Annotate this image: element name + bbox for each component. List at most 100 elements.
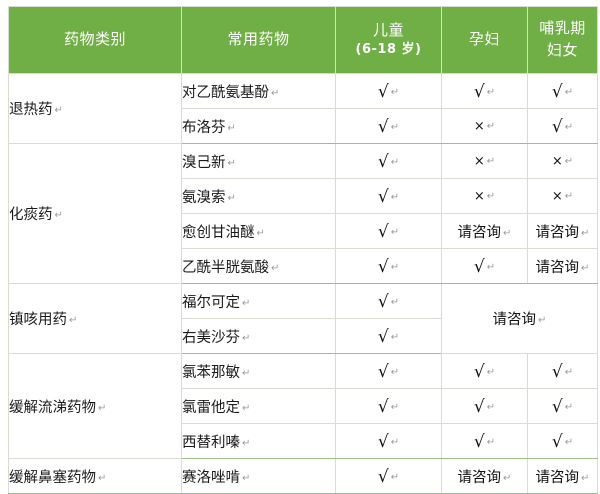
table-row: 愈创甘油醚 ↵ √ ↵ 请咨询 ↵ 请咨询 ↵ <box>9 213 598 249</box>
category-label: 化痰药 <box>9 207 53 223</box>
category-cell: 镇咳用药 ↵ <box>8 283 182 354</box>
pregnant-suitability-mark-paragraph-mark: ↵ <box>486 86 496 98</box>
category-label: 退热药 <box>9 102 53 118</box>
lactating-suitability-mark: √ <box>551 396 563 417</box>
child-suitability-mark: √ <box>377 326 389 347</box>
table-row: 布洛芬 ↵ √ ↵ × ↵ √ ↵ <box>9 108 598 144</box>
pregnant-suitability-cell: √ ↵ <box>441 353 528 389</box>
drug-name-label-paragraph-mark: ↵ <box>271 87 280 99</box>
pregnant-lactating-merged-cell: 请咨询 ↵ <box>441 283 598 354</box>
child-suitability-mark-paragraph-mark: ↵ <box>390 366 400 378</box>
drug-name-label-paragraph-mark: ↵ <box>242 367 251 379</box>
pregnant-lactating-merged-mark: 请咨询 <box>492 312 537 328</box>
pregnant-suitability-cell: √ ↵ <box>441 423 528 459</box>
lactating-suitability-mark-paragraph-mark: ↵ <box>564 121 574 133</box>
child-suitability-cell: √ ↵ <box>335 388 442 424</box>
column-header-lactating: 哺乳期 妇女 <box>527 6 598 74</box>
column-header-drug-label: 常用药物 <box>227 30 290 49</box>
drug-name-label: 西替利嗪 <box>182 434 240 451</box>
category-cell: 缓解鼻塞药物 ↵ <box>8 458 182 494</box>
drug-name-label: 溴己新 <box>182 154 226 171</box>
pregnant-suitability-mark-paragraph-mark: ↵ <box>486 156 496 167</box>
child-suitability-cell: √ ↵ <box>335 283 442 319</box>
lactating-suitability-mark: 请咨询 <box>535 259 580 276</box>
table-row: 缓解流涕药物 ↵ 氯苯那敏 ↵ √ ↵ √ ↵ √ ↵ <box>8 353 598 459</box>
child-suitability-mark: √ <box>377 466 389 487</box>
child-suitability-mark: √ <box>377 116 389 137</box>
drug-name-label-paragraph-mark: ↵ <box>227 122 236 134</box>
child-suitability-mark: √ <box>377 291 389 312</box>
pregnant-suitability-mark-paragraph-mark: ↵ <box>486 401 496 413</box>
lactating-suitability-mark-paragraph-mark: ↵ <box>564 436 574 448</box>
pregnant-suitability-mark-paragraph-mark: ↵ <box>486 121 496 132</box>
pregnant-suitability-mark-paragraph-mark: ↵ <box>503 227 512 239</box>
child-suitability-mark: √ <box>377 186 389 207</box>
child-suitability-mark-paragraph-mark: ↵ <box>390 401 400 413</box>
lactating-suitability-mark: √ <box>551 431 563 452</box>
pregnant-suitability-cell: √ ↵ <box>441 388 528 424</box>
drug-name-label-paragraph-mark: ↵ <box>242 332 251 344</box>
child-suitability-mark: √ <box>377 221 389 242</box>
pregnant-suitability-cell: √ ↵ <box>441 248 528 284</box>
child-suitability-mark-paragraph-mark: ↵ <box>390 296 400 308</box>
drug-name-cell: 对乙酰氨基酚 ↵ <box>181 73 336 109</box>
child-suitability-cell: √ ↵ <box>335 108 442 144</box>
lactating-suitability-cell: √ ↵ <box>527 353 598 389</box>
pregnant-suitability-mark: √ <box>473 431 485 452</box>
lactating-suitability-mark: √ <box>551 81 563 102</box>
pregnant-suitability-cell: × ↵ <box>441 178 528 214</box>
drug-name-label-paragraph-mark: ↵ <box>271 262 280 274</box>
lactating-suitability-mark-paragraph-mark: ↵ <box>564 191 574 202</box>
drug-name-label: 赛洛唑啃 <box>182 469 240 486</box>
column-header-pregnant: 孕妇 <box>441 6 528 74</box>
category-label-paragraph-mark: ↵ <box>54 210 63 221</box>
table-row: 氨溴索 ↵ √ ↵ × ↵ × ↵ <box>9 178 598 214</box>
child-suitability-mark-paragraph-mark: ↵ <box>390 436 400 448</box>
child-suitability-cell: √ ↵ <box>335 318 442 354</box>
drug-name-label: 氨溴索 <box>182 189 226 206</box>
table-header-row: 药物类别 常用药物 儿童 (6-18 岁) 孕妇 哺乳期 妇女 <box>8 6 598 74</box>
lactating-suitability-cell: √ ↵ <box>527 73 598 109</box>
pregnant-suitability-cell: 请咨询 ↵ <box>441 458 528 494</box>
drug-name-cell: 氨溴索 ↵ <box>181 178 336 214</box>
pregnant-suitability-mark: × <box>473 154 485 169</box>
child-suitability-cell: √ ↵ <box>335 178 442 214</box>
category-cell: 缓解流涕药物 ↵ <box>8 353 182 459</box>
column-header-child-label: 儿童 <box>372 20 404 39</box>
drug-name-cell: 福尔可定 ↵ <box>181 283 336 319</box>
drug-name-label: 右美沙芬 <box>182 329 240 346</box>
lactating-suitability-cell: × ↵ <box>527 178 598 214</box>
pregnant-suitability-mark: √ <box>473 81 485 102</box>
lactating-suitability-mark-paragraph-mark: ↵ <box>581 262 590 274</box>
drug-name-cell: 愈创甘油醚 ↵ <box>181 213 336 249</box>
table-header: 药物类别 常用药物 儿童 (6-18 岁) 孕妇 哺乳期 妇女 <box>8 6 598 74</box>
table-row: 右美沙芬 ↵ √ ↵ <box>9 318 598 354</box>
drug-name-label-paragraph-mark: ↵ <box>256 227 265 239</box>
lactating-suitability-mark: 请咨询 <box>535 469 580 486</box>
drug-name-cell: 赛洛唑啃 ↵ <box>181 458 336 494</box>
pregnant-suitability-mark-paragraph-mark: ↵ <box>486 436 496 448</box>
column-header-lactating-sublabel: 妇女 <box>546 41 578 59</box>
child-suitability-cell: √ ↵ <box>335 213 442 249</box>
lactating-suitability-mark-paragraph-mark: ↵ <box>564 401 574 413</box>
table-row: 氯雷他定 ↵ √ ↵ √ ↵ √ ↵ <box>9 388 598 424</box>
column-header-lactating-label: 哺乳期 <box>539 19 586 38</box>
child-suitability-mark: √ <box>377 396 389 417</box>
lactating-suitability-mark-paragraph-mark: ↵ <box>564 366 574 378</box>
child-suitability-mark-paragraph-mark: ↵ <box>390 226 400 238</box>
drug-name-label: 氯雷他定 <box>182 399 240 416</box>
column-header-child-agerange: (6-18 岁) <box>355 42 422 58</box>
drug-name-label: 氯苯那敏 <box>182 364 240 381</box>
child-suitability-mark-paragraph-mark: ↵ <box>390 261 400 273</box>
drug-name-label: 福尔可定 <box>182 294 240 311</box>
drug-name-label-paragraph-mark: ↵ <box>227 157 236 169</box>
pregnant-suitability-mark: 请咨询 <box>457 469 502 486</box>
lactating-suitability-cell: √ ↵ <box>527 108 598 144</box>
drug-reference-table-container: 药物类别 常用药物 儿童 (6-18 岁) 孕妇 哺乳期 妇女 退热药 ↵ 对乙酰氨… <box>8 6 598 494</box>
child-suitability-mark: √ <box>377 81 389 102</box>
child-suitability-mark: √ <box>377 151 389 172</box>
drug-name-cell: 右美沙芬 ↵ <box>181 318 336 354</box>
drug-name-label-paragraph-mark: ↵ <box>242 402 251 414</box>
child-suitability-cell: √ ↵ <box>335 353 442 389</box>
pregnant-lactating-merged-mark-paragraph-mark: ↵ <box>538 315 547 326</box>
